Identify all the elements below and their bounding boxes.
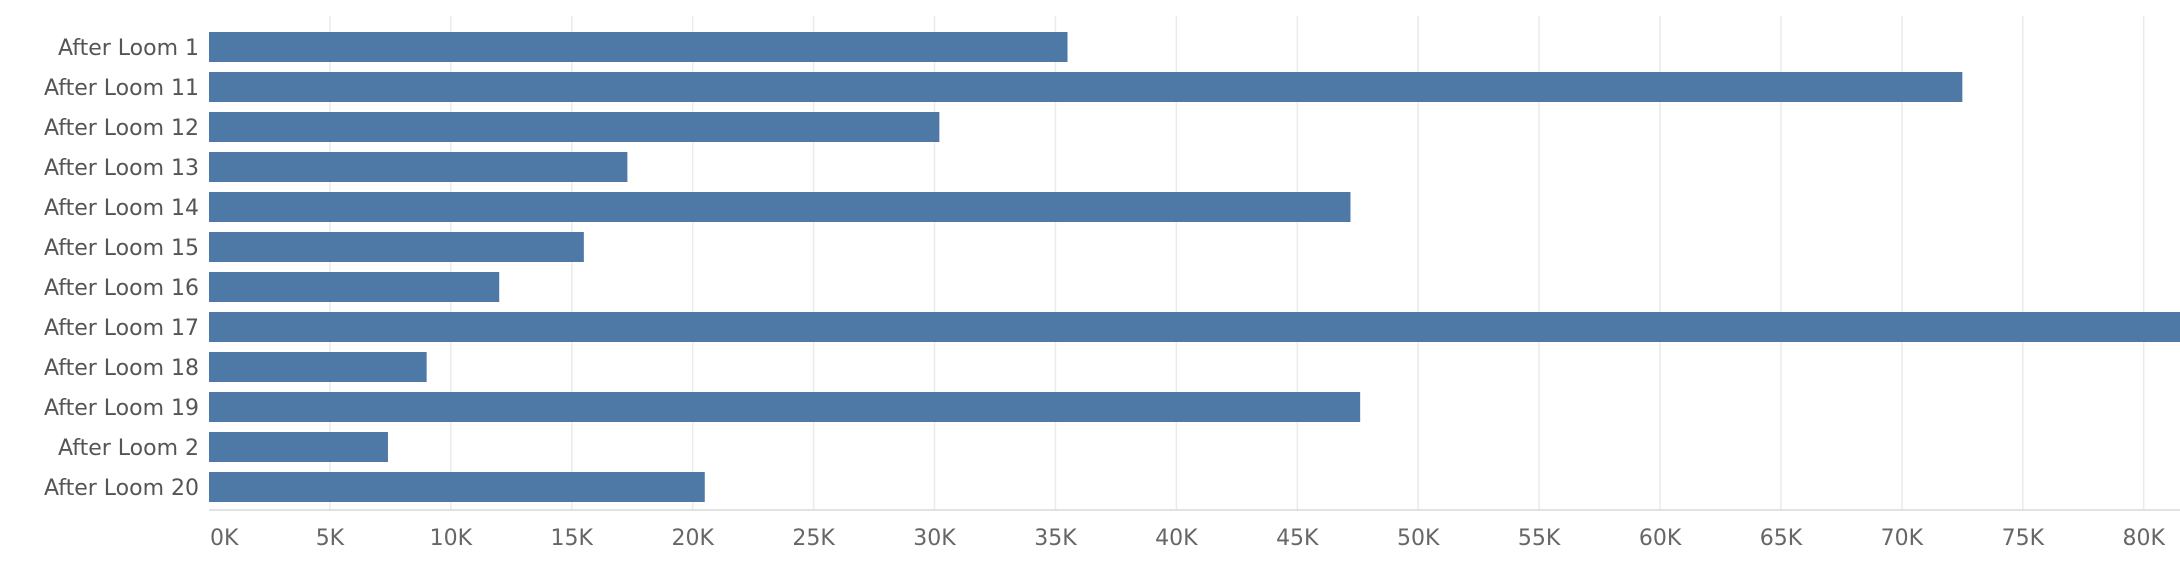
bar-after-loom-14 <box>209 192 1351 222</box>
bar-after-loom-17 <box>209 312 2180 342</box>
x-tick-label: 60K <box>1639 526 1682 551</box>
x-tick-label: 80K <box>2123 526 2166 551</box>
x-tick-label: 75K <box>2002 526 2045 551</box>
category-labels: After Loom 1 After Loom 11 After Loom 12 Af… <box>44 36 199 501</box>
bar-after-loom-15 <box>209 232 584 262</box>
bar-after-loom-16 <box>209 272 500 302</box>
x-tick-label: 50K <box>1397 526 1440 551</box>
x-tick-label: 20K <box>671 526 714 551</box>
x-tick-label: 0K <box>210 526 239 551</box>
x-tick-label: 15K <box>551 526 594 551</box>
x-tick-label: 55K <box>1518 526 1561 551</box>
x-tick-labels: 0K 5K 10K 15K 20K 25K 30K 35K 40K 45K 50K 55K 60K 65K… <box>210 526 2166 551</box>
category-label: After Loom 18 <box>44 356 199 381</box>
category-label: After Loom 20 <box>44 476 199 501</box>
category-label: After Loom 1 <box>58 36 199 61</box>
bar-after-loom-11 <box>209 72 1963 102</box>
x-tick-label: 25K <box>792 526 835 551</box>
bar-after-loom-2 <box>209 432 388 462</box>
x-tick-label: 45K <box>1276 526 1319 551</box>
x-tick-label: 40K <box>1155 526 1198 551</box>
x-tick-label: 5K <box>316 526 345 551</box>
category-label: After Loom 11 <box>44 76 199 101</box>
x-tick-label: 10K <box>430 526 473 551</box>
category-label: After Loom 19 <box>44 396 199 421</box>
category-label: After Loom 2 <box>58 436 199 461</box>
category-label: After Loom 14 <box>44 196 199 221</box>
category-label: After Loom 15 <box>44 236 199 261</box>
x-tick-label: 35K <box>1034 526 1077 551</box>
bar-after-loom-18 <box>209 352 427 382</box>
category-label: After Loom 12 <box>44 116 199 141</box>
bars <box>209 32 2180 502</box>
bar-after-loom-20 <box>209 472 705 502</box>
bar-after-loom-13 <box>209 152 628 182</box>
category-label: After Loom 17 <box>44 316 199 341</box>
category-label: After Loom 13 <box>44 156 199 181</box>
category-label: After Loom 16 <box>44 276 199 301</box>
x-tick-label: 70K <box>1881 526 1924 551</box>
x-tick-label: 30K <box>913 526 956 551</box>
bar-after-loom-19 <box>209 392 1361 422</box>
x-tick-label: 65K <box>1760 526 1803 551</box>
bar-after-loom-1 <box>209 32 1068 62</box>
bar-after-loom-12 <box>209 112 940 142</box>
